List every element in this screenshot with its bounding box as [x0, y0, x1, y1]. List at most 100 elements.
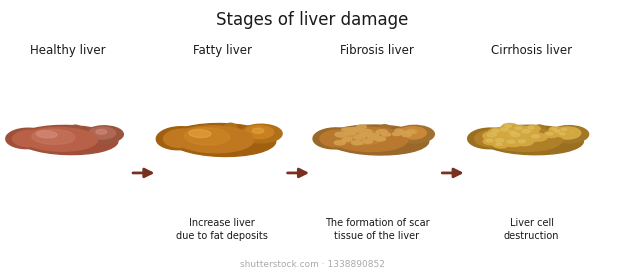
- Ellipse shape: [22, 127, 97, 151]
- Ellipse shape: [17, 125, 118, 155]
- Ellipse shape: [382, 133, 391, 136]
- Ellipse shape: [184, 128, 230, 145]
- Text: Fibrosis liver: Fibrosis liver: [340, 44, 414, 57]
- Ellipse shape: [495, 129, 539, 144]
- Ellipse shape: [378, 125, 391, 134]
- Ellipse shape: [486, 139, 493, 142]
- Ellipse shape: [376, 130, 388, 134]
- Ellipse shape: [349, 127, 361, 132]
- Ellipse shape: [406, 129, 417, 134]
- Ellipse shape: [480, 125, 583, 155]
- Ellipse shape: [560, 128, 572, 133]
- Ellipse shape: [402, 134, 411, 137]
- Ellipse shape: [395, 129, 402, 132]
- Ellipse shape: [36, 131, 57, 138]
- Ellipse shape: [368, 136, 376, 139]
- Ellipse shape: [340, 129, 384, 144]
- Ellipse shape: [528, 133, 547, 141]
- Text: Fatty liver: Fatty liver: [193, 44, 252, 57]
- Ellipse shape: [344, 130, 366, 138]
- Text: The formation of scar
tissue of the liver: The formation of scar tissue of the live…: [324, 218, 429, 241]
- Ellipse shape: [483, 131, 506, 141]
- Ellipse shape: [12, 130, 46, 147]
- Text: Increase liver
due to fat deposits: Increase liver due to fat deposits: [177, 218, 268, 241]
- Ellipse shape: [313, 128, 358, 149]
- Ellipse shape: [509, 131, 515, 134]
- Ellipse shape: [533, 125, 546, 135]
- Ellipse shape: [485, 127, 562, 151]
- Ellipse shape: [495, 139, 504, 142]
- Ellipse shape: [245, 126, 274, 139]
- Ellipse shape: [553, 127, 581, 139]
- Ellipse shape: [550, 126, 588, 143]
- Ellipse shape: [511, 133, 520, 137]
- Ellipse shape: [493, 142, 508, 148]
- Ellipse shape: [507, 140, 515, 143]
- Ellipse shape: [559, 133, 565, 135]
- Ellipse shape: [475, 130, 509, 147]
- Ellipse shape: [169, 123, 276, 157]
- Ellipse shape: [499, 131, 520, 138]
- Ellipse shape: [96, 129, 107, 134]
- Ellipse shape: [395, 125, 434, 143]
- Ellipse shape: [502, 123, 518, 130]
- Ellipse shape: [252, 128, 264, 133]
- Ellipse shape: [496, 143, 502, 145]
- Ellipse shape: [163, 129, 200, 148]
- Ellipse shape: [334, 141, 346, 145]
- Ellipse shape: [89, 127, 115, 139]
- Ellipse shape: [320, 130, 355, 147]
- Text: Cirrhosis liver: Cirrhosis liver: [491, 44, 572, 57]
- Ellipse shape: [547, 132, 553, 135]
- Ellipse shape: [500, 128, 509, 131]
- Ellipse shape: [551, 128, 556, 130]
- Ellipse shape: [492, 137, 512, 146]
- Ellipse shape: [359, 133, 369, 136]
- Ellipse shape: [240, 124, 282, 143]
- Ellipse shape: [507, 132, 529, 140]
- Ellipse shape: [369, 133, 379, 137]
- Ellipse shape: [519, 128, 539, 136]
- Ellipse shape: [487, 133, 497, 137]
- Ellipse shape: [346, 128, 356, 131]
- Text: Stages of liver damage: Stages of liver damage: [216, 11, 408, 29]
- Ellipse shape: [392, 132, 401, 136]
- Ellipse shape: [399, 127, 426, 139]
- Ellipse shape: [69, 125, 82, 135]
- Ellipse shape: [549, 127, 561, 132]
- Ellipse shape: [552, 129, 565, 134]
- Ellipse shape: [175, 126, 254, 153]
- Ellipse shape: [354, 135, 365, 139]
- Ellipse shape: [6, 128, 49, 149]
- Ellipse shape: [528, 127, 534, 129]
- Ellipse shape: [467, 128, 512, 149]
- Ellipse shape: [515, 139, 533, 146]
- Ellipse shape: [557, 132, 570, 137]
- Ellipse shape: [555, 130, 560, 132]
- Ellipse shape: [544, 132, 559, 137]
- Ellipse shape: [374, 137, 386, 141]
- Ellipse shape: [343, 137, 352, 141]
- Ellipse shape: [522, 130, 530, 133]
- Ellipse shape: [525, 125, 540, 132]
- Text: Healthy liver: Healthy liver: [30, 44, 105, 57]
- Ellipse shape: [331, 127, 407, 151]
- Ellipse shape: [342, 128, 350, 131]
- Ellipse shape: [351, 141, 363, 145]
- Ellipse shape: [335, 132, 347, 137]
- Text: Liver cell
destruction: Liver cell destruction: [504, 218, 559, 241]
- Ellipse shape: [363, 139, 373, 143]
- Ellipse shape: [506, 130, 522, 136]
- Ellipse shape: [532, 135, 540, 138]
- Ellipse shape: [489, 128, 507, 135]
- Ellipse shape: [356, 125, 366, 129]
- Ellipse shape: [504, 139, 522, 147]
- Ellipse shape: [492, 129, 499, 132]
- Ellipse shape: [359, 129, 372, 134]
- Ellipse shape: [189, 130, 211, 137]
- Text: shutterstock.com · 1338890852: shutterstock.com · 1338890852: [240, 260, 384, 269]
- Ellipse shape: [32, 129, 75, 144]
- Ellipse shape: [515, 127, 522, 130]
- Ellipse shape: [505, 125, 512, 127]
- Ellipse shape: [483, 138, 500, 145]
